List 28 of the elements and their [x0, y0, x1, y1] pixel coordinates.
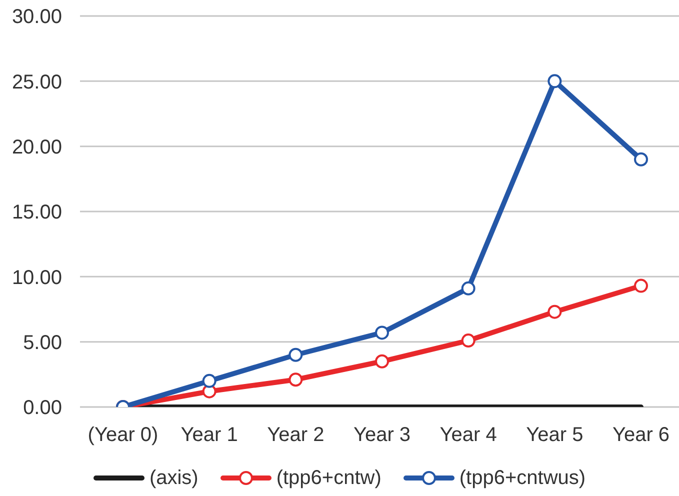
x-tick-label: Year 6 [612, 424, 670, 446]
point [461, 281, 476, 296]
point [461, 334, 476, 348]
point [634, 278, 648, 293]
y-tick-label: 25.00 [12, 71, 62, 94]
point [288, 372, 303, 387]
point [288, 348, 303, 362]
legend-label: (tpp6+cntw) [276, 466, 382, 490]
point [548, 304, 562, 319]
point [634, 152, 648, 166]
y-tick-label: 10.00 [12, 266, 62, 289]
point [202, 374, 216, 388]
x-tick-label: (Year 0) [88, 424, 158, 446]
x-tick-label: Year 3 [353, 424, 411, 446]
point [375, 354, 389, 368]
y-tick-label: 15.00 [12, 202, 62, 224]
y-tick-label: 20.00 [12, 136, 62, 158]
x-tick-label: Year 5 [526, 424, 584, 446]
x-tick-label: Year 4 [440, 424, 497, 446]
legend-label: (axis) [149, 466, 198, 490]
y-tick-label: 30.00 [12, 6, 62, 28]
legend-label: (tpp6+cntwus) [459, 466, 586, 490]
x-tick-label: Year 1 [180, 424, 238, 446]
point [375, 326, 389, 340]
point [548, 74, 562, 88]
y-tick-label: 5.00 [23, 332, 62, 354]
x-tick-label: Year 2 [267, 424, 324, 446]
y-tick-label: 0.00 [23, 397, 62, 420]
